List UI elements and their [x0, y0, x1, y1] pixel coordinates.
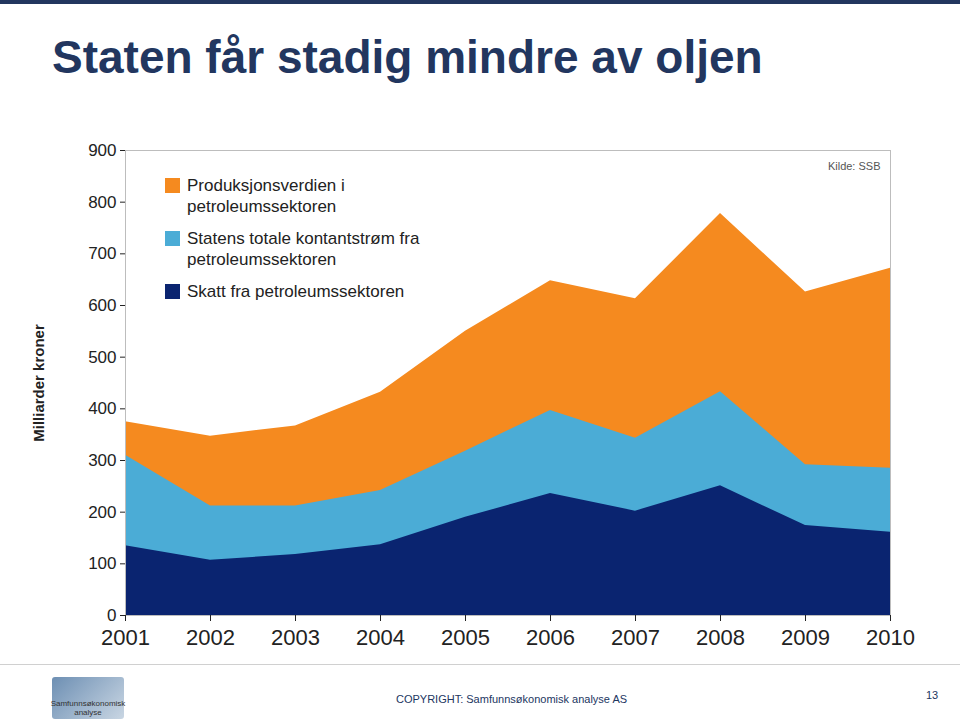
html-text:Skatt fra petroleumssektoren: Skatt fra petroleumssektoren	[187, 282, 405, 301]
svg-text:800: 800	[88, 193, 116, 212]
html-text:Statens totale kontantstrøm fr: Statens totale kontantstrøm fra petroleu…	[187, 229, 420, 269]
svg-text:200: 200	[88, 503, 116, 522]
svg-text:900: 900	[88, 141, 116, 160]
svg-text:2004: 2004	[356, 625, 405, 650]
svg-text:2002: 2002	[186, 625, 235, 650]
html-text:Produksjonsverdien i petroleum: Produksjonsverdien i petroleumssektoren	[187, 176, 345, 216]
html-text:COPYRIGHT: Samfunnsøkonomisk a: COPYRIGHT: Samfunnsøkonomisk analyse AS	[396, 693, 628, 705]
svg-text:0: 0	[107, 606, 116, 625]
html-text:Staten får stadig mindre av ol: Staten får stadig mindre av oljen	[52, 31, 763, 83]
svg-text:400: 400	[88, 399, 116, 418]
svg-text:300: 300	[88, 451, 116, 470]
svg-text:Kilde: SSB: Kilde: SSB	[828, 160, 881, 172]
svg-text:2003: 2003	[271, 625, 320, 650]
svg-text:2009: 2009	[781, 625, 830, 650]
svg-text:Milliarder kroner: Milliarder kroner	[30, 324, 47, 442]
svg-text:100: 100	[88, 554, 116, 573]
svg-text:600: 600	[88, 296, 116, 315]
html-text:Samfunnsøkonomisk analyse: Samfunnsøkonomisk analyse	[50, 699, 126, 717]
svg-text:2010: 2010	[866, 625, 915, 650]
svg-text:500: 500	[88, 348, 116, 367]
html-text:13: 13	[926, 689, 939, 701]
svg-text:2001: 2001	[101, 625, 150, 650]
svg-text:2006: 2006	[526, 625, 575, 650]
svg-text:700: 700	[88, 244, 116, 263]
svg-text:2008: 2008	[696, 625, 745, 650]
svg-text:2007: 2007	[611, 625, 660, 650]
svg-text:2005: 2005	[441, 625, 490, 650]
